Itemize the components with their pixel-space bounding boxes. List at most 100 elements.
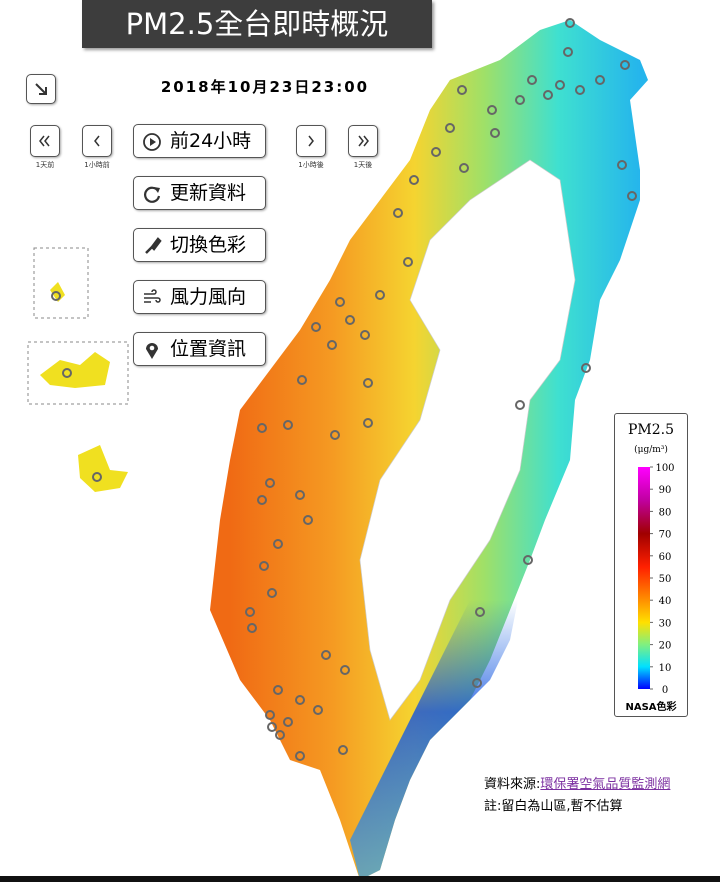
- menu-label: 切換色彩: [170, 234, 247, 256]
- color-bar: [638, 467, 650, 689]
- station: [595, 75, 605, 85]
- menu-label: 位置資訊: [170, 338, 247, 360]
- legend-tick-label: 50: [659, 574, 672, 585]
- station: [338, 745, 348, 755]
- legend-tick-label: 40: [659, 596, 672, 607]
- island-kinmen: [40, 352, 110, 388]
- south-east-low: [350, 590, 520, 880]
- station: [363, 418, 373, 428]
- penghu-islands: [78, 445, 128, 492]
- menu-button[interactable]: 切換色彩: [133, 228, 266, 262]
- station: [321, 650, 331, 660]
- station: [627, 191, 637, 201]
- station: [295, 490, 305, 500]
- legend-tick-label: 30: [659, 618, 672, 629]
- station: [257, 423, 267, 433]
- station: [457, 85, 467, 95]
- station: [265, 478, 275, 488]
- kinmen-box: [27, 341, 129, 405]
- station: [245, 607, 255, 617]
- icon: [143, 133, 161, 151]
- station: [490, 128, 500, 138]
- menu-label: 前24小時: [170, 130, 252, 152]
- legend-tick-label: 70: [659, 530, 672, 541]
- station: [273, 685, 283, 695]
- menu-button[interactable]: 風力風向: [133, 280, 266, 314]
- collapse-button[interactable]: [26, 74, 56, 104]
- hour-back-button[interactable]: [82, 125, 112, 157]
- station: [313, 705, 323, 715]
- station: [257, 495, 267, 505]
- station: [527, 75, 537, 85]
- station: [555, 80, 565, 90]
- station: [523, 555, 533, 565]
- station: [459, 163, 469, 173]
- station: [267, 722, 277, 732]
- station: [565, 18, 575, 28]
- station: [581, 363, 591, 373]
- menu-button[interactable]: 前24小時: [133, 124, 266, 158]
- icon: [144, 186, 161, 203]
- nav-label: 1天前: [35, 161, 55, 169]
- station: [515, 400, 525, 410]
- station: [247, 623, 257, 633]
- station: [297, 375, 307, 385]
- station: [360, 330, 370, 340]
- source: 資料來源:環保署空氣品質監測網: [484, 773, 670, 792]
- station: [445, 123, 455, 133]
- menu-button[interactable]: 位置資訊: [133, 332, 266, 366]
- station: [472, 678, 482, 688]
- icon: [145, 237, 162, 254]
- station: [543, 90, 553, 100]
- station: [295, 751, 305, 761]
- bottom-bar: [0, 876, 720, 882]
- nav-label: 1小時前: [84, 161, 110, 169]
- source-link[interactable]: 環保署空氣品質監測網: [540, 777, 671, 792]
- station: [487, 105, 497, 115]
- station: [409, 175, 419, 185]
- station: [62, 368, 72, 378]
- legend-tick-label: 80: [659, 507, 672, 518]
- matsu-box: [33, 247, 89, 319]
- legend-tick-label: 90: [659, 485, 672, 496]
- day-forward-button[interactable]: [348, 125, 378, 157]
- title: PM2.5全台即時概況: [82, 0, 432, 48]
- legend-tick-label: 0: [662, 685, 668, 696]
- hour-forward-button[interactable]: [296, 125, 326, 157]
- legend-scale: PM2.5 (μg/m³) NASA色彩 0 10 20 30 40 50 60 70 80 90…: [625, 422, 676, 713]
- legend-title: PM2.5: [628, 422, 674, 438]
- station: [283, 717, 293, 727]
- legend-tick-label: 20: [659, 641, 672, 652]
- station: [259, 561, 269, 571]
- station: [515, 95, 525, 105]
- nav-label: 1天後: [353, 161, 373, 169]
- legend-tick-label: 10: [659, 663, 672, 674]
- station: [273, 539, 283, 549]
- station: [475, 607, 485, 617]
- station: [51, 291, 61, 301]
- source-label: 資料來源:: [484, 777, 541, 792]
- station: [563, 47, 573, 57]
- nav-label: 1小時後: [298, 161, 324, 169]
- icon: [358, 135, 369, 147]
- icon: [308, 135, 314, 147]
- icon: [146, 343, 158, 359]
- station: [620, 60, 630, 70]
- legend: PM2.5 (μg/m³) NASA色彩 0 10 20 30 40 50 60 70 80 90…: [614, 413, 688, 717]
- station: [403, 257, 413, 267]
- station: [363, 378, 373, 388]
- station: [295, 695, 305, 705]
- station: [311, 322, 321, 332]
- menu-button[interactable]: 更新資料: [133, 176, 266, 210]
- datetime: 2018年10月23日23:00: [160, 78, 370, 96]
- station: [303, 515, 313, 525]
- station: [267, 588, 277, 598]
- station: [92, 472, 102, 482]
- station: [393, 208, 403, 218]
- note: 註:留白為山區,暫不估算: [484, 799, 623, 814]
- day-back-button[interactable]: [30, 125, 60, 157]
- station: [345, 315, 355, 325]
